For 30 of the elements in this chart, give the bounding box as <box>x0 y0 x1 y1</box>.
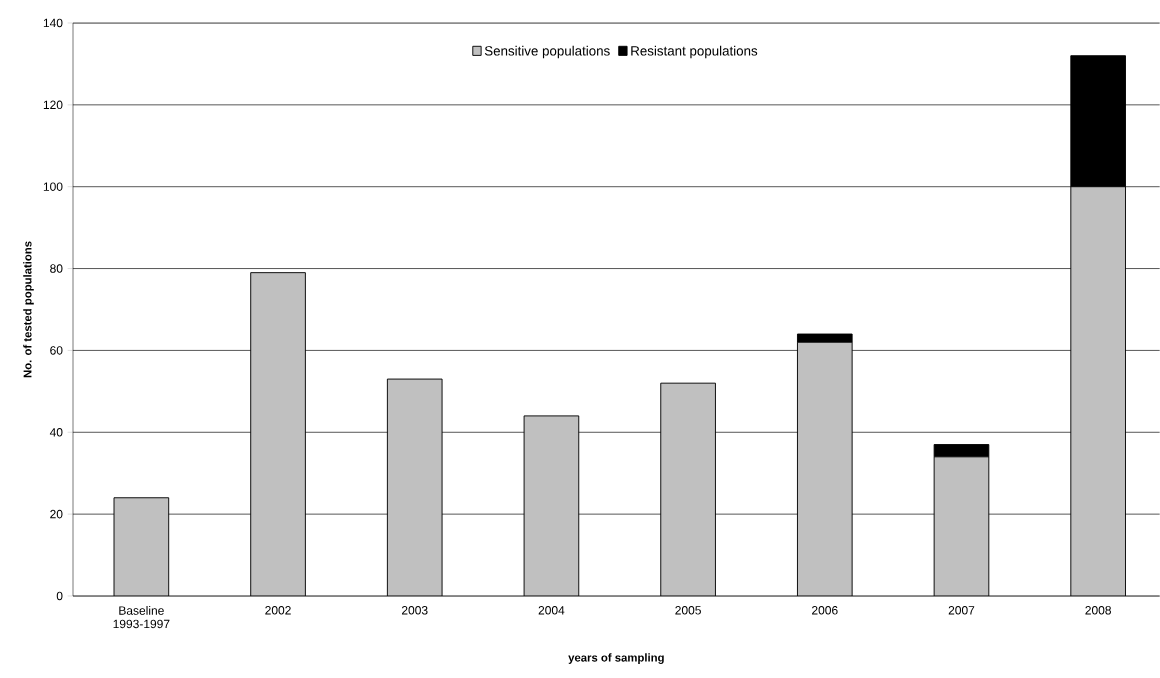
bar <box>933 444 990 458</box>
x-axis-title: years of sampling <box>568 653 664 664</box>
x-tick-label: 2003 <box>401 606 428 615</box>
bar <box>660 382 716 596</box>
y-tick-label: 100 <box>43 182 63 191</box>
bar <box>523 415 580 596</box>
bar <box>1070 186 1126 596</box>
y-tick-label: 120 <box>43 100 63 110</box>
x-tick-label: 2008 <box>1085 606 1111 615</box>
y-tick-label: 140 <box>43 18 63 28</box>
y-axis-title: No. of tested populations <box>23 241 34 378</box>
y-tick-label: 40 <box>49 428 63 437</box>
y-tick-label: 20 <box>50 509 63 519</box>
bar <box>933 456 990 596</box>
legend-label: Sensitive populations <box>484 45 610 59</box>
x-tick-label: 2002 <box>265 606 291 615</box>
bar <box>113 497 170 596</box>
x-tick-label: Baseline 1993-1997 <box>113 606 170 629</box>
bar <box>796 341 853 596</box>
x-tick-label: 2004 <box>538 606 565 615</box>
bar <box>386 378 443 596</box>
y-tick-label: 80 <box>50 264 63 273</box>
legend-label: Resistant populations <box>631 45 758 59</box>
bar <box>250 272 306 596</box>
x-tick-label: 2007 <box>948 606 975 615</box>
x-tick-label: 2006 <box>812 606 838 615</box>
y-tick-label: 0 <box>56 591 63 601</box>
x-tick-label: 2005 <box>675 606 701 615</box>
y-tick-label: 60 <box>50 346 63 355</box>
bar <box>796 333 853 343</box>
